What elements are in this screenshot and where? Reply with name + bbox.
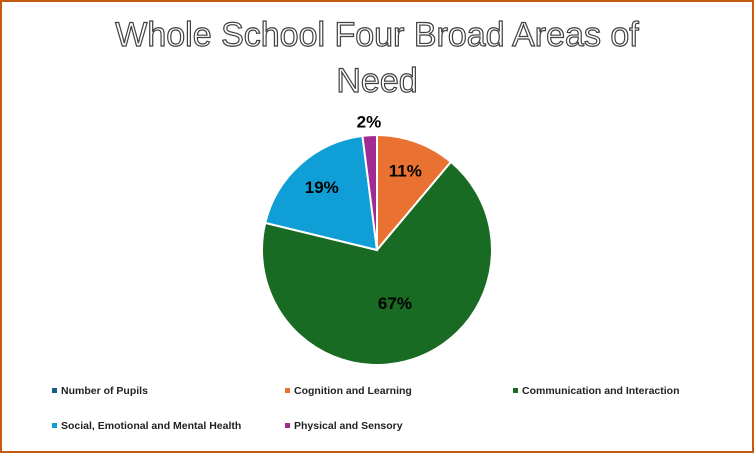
data-label: 67%: [378, 294, 412, 313]
legend-label: Number of Pupils: [61, 385, 148, 397]
legend-marker: [513, 388, 518, 393]
legend-label: Cognition and Learning: [294, 385, 412, 397]
pie-slice: [376, 133, 453, 253]
data-label: 11%: [389, 162, 422, 181]
legend-label: Communication and Interaction: [522, 385, 680, 397]
data-label: 2%: [357, 113, 382, 132]
legend-label: Social, Emotional and Mental Health: [61, 420, 241, 432]
legend-label: Physical and Sensory: [294, 420, 403, 432]
legend-marker: [52, 423, 57, 428]
pie-slice: [361, 133, 378, 251]
legend-marker: [285, 388, 290, 393]
legend-marker: [52, 388, 57, 393]
data-label: 19%: [305, 178, 339, 197]
legend-marker: [285, 423, 290, 428]
pie-slice: [261, 160, 493, 366]
pie-slice: [264, 134, 379, 252]
chart-title: Whole School Four Broad Areas of Need: [115, 15, 640, 100]
